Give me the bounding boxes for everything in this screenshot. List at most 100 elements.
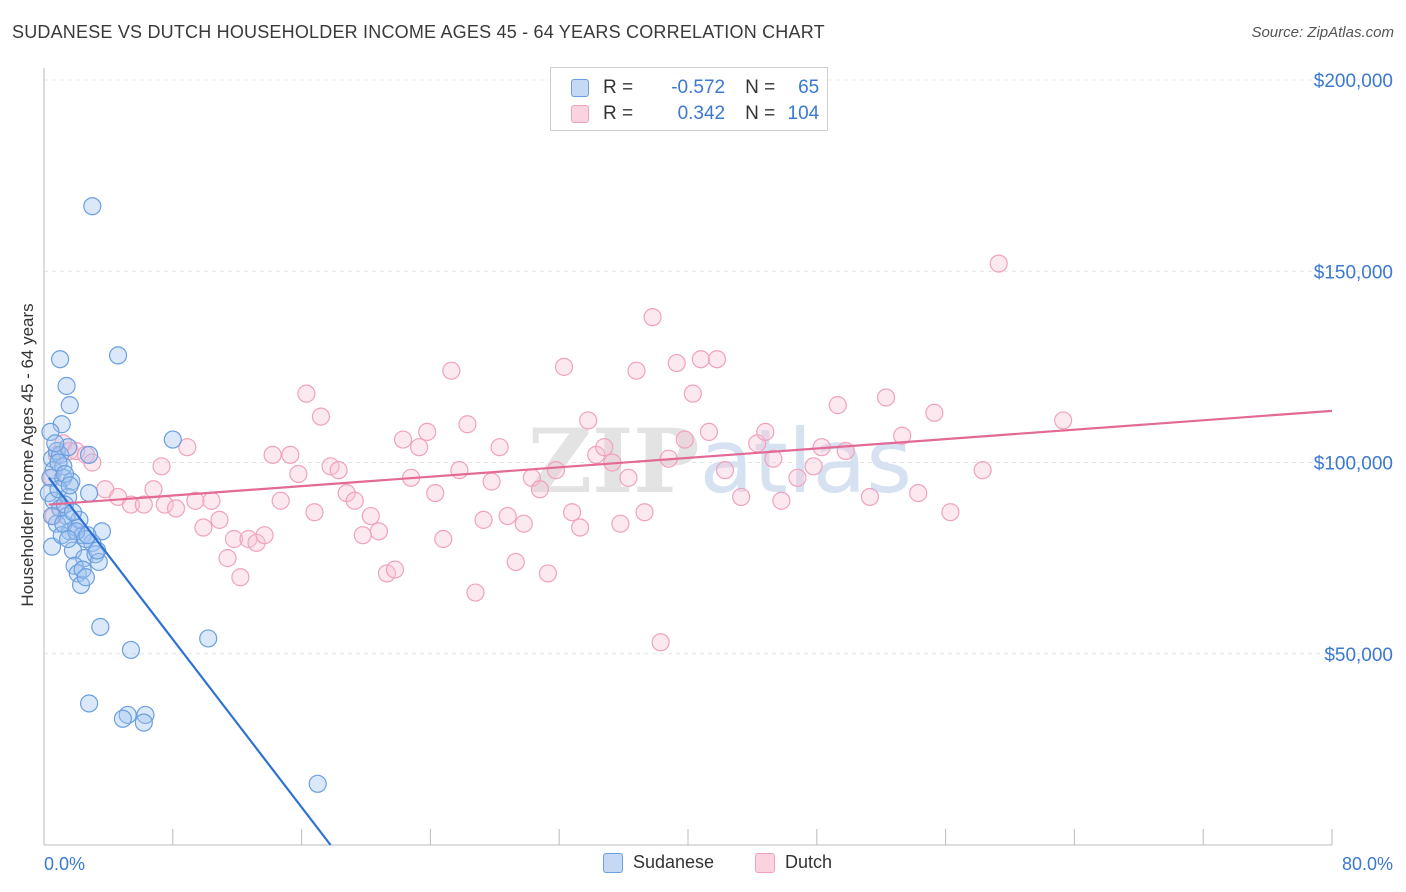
dutch-point — [860, 487, 880, 507]
dutch-point — [732, 487, 751, 507]
sudanese-point — [59, 529, 78, 549]
dutch-point — [121, 495, 141, 514]
dutch-point — [893, 426, 912, 445]
source-label: Source: ZipAtlas.com — [1251, 24, 1394, 41]
dutch-point — [595, 438, 614, 457]
dutch-point — [466, 583, 485, 602]
dutch-point — [788, 468, 807, 487]
sudanese-trend-line — [47, 477, 332, 846]
dutch-point — [514, 514, 533, 533]
dutch-point — [756, 422, 775, 441]
sudanese-point — [88, 541, 107, 560]
sudanese-point — [199, 629, 218, 648]
dutch-point — [482, 472, 501, 491]
sudanese-swatch — [571, 79, 589, 97]
dutch-point — [828, 396, 847, 415]
dutch-point — [305, 503, 324, 522]
sudanese-point — [60, 396, 79, 415]
sudanese-point — [57, 376, 76, 396]
dutch-point — [369, 522, 388, 541]
dutch-point — [635, 503, 654, 522]
dutch-point — [699, 422, 719, 441]
dutch-point — [1054, 411, 1073, 430]
dutch-point — [202, 491, 221, 510]
sudanese-point — [89, 552, 108, 572]
dutch-point — [707, 350, 727, 369]
dutch-point — [426, 484, 445, 503]
bottom-legend-sudanese: Sudanese — [603, 852, 714, 873]
dutch-point — [925, 403, 944, 422]
dutch-point — [345, 491, 364, 510]
dutch-point — [611, 514, 630, 533]
dutch-point — [490, 438, 509, 457]
sudanese-point — [163, 430, 182, 449]
y-tick-label: $100,000 — [1314, 454, 1393, 475]
dutch-point — [418, 422, 437, 441]
n-label: N = — [745, 77, 776, 98]
dutch-point — [434, 529, 453, 549]
sudanese-point — [79, 694, 99, 713]
dutch-point — [941, 503, 960, 522]
sudanese-point — [79, 445, 99, 464]
dutch-point — [474, 510, 493, 529]
sudanese-point — [50, 350, 70, 369]
dutch-point — [144, 480, 163, 499]
dutch-point — [353, 526, 372, 545]
chart-title: SUDANESE VS DUTCH HOUSEHOLDER INCOME AGE… — [12, 22, 825, 42]
dutch-point — [224, 529, 244, 549]
dutch-point — [675, 430, 694, 449]
sudanese-r-value: -0.572 — [671, 77, 726, 98]
dutch-r-value: 0.342 — [677, 103, 726, 124]
dutch-point — [194, 518, 213, 537]
dutch-point — [311, 407, 331, 426]
dutch-point — [263, 445, 282, 464]
sudanese-legend-swatch — [603, 852, 623, 873]
dutch-point — [134, 495, 153, 514]
dutch-point — [973, 461, 992, 480]
dutch-point — [498, 506, 517, 526]
sudanese-point — [41, 422, 60, 441]
dutch-point — [764, 449, 783, 468]
sudanese-n-value: 65 — [798, 77, 820, 98]
sudanese-point — [60, 476, 79, 495]
dutch-point — [255, 526, 274, 545]
dutch-point — [297, 384, 316, 403]
dutch-point — [178, 438, 197, 457]
dutch-point — [579, 411, 598, 430]
sudanese-point — [46, 434, 65, 453]
sudanese-point — [76, 568, 95, 587]
dutch-point — [538, 564, 558, 583]
sudanese-point — [83, 197, 102, 216]
dutch-point — [281, 445, 300, 464]
dutch-n-value: 104 — [787, 103, 820, 124]
dutch-point — [458, 415, 477, 434]
dutch-point — [166, 499, 186, 518]
dutch-point — [683, 384, 702, 403]
dutch-point — [909, 484, 928, 503]
dutch-point — [231, 568, 250, 587]
dutch-point — [667, 353, 686, 373]
dutch-point — [289, 464, 308, 484]
dutch-point — [546, 461, 566, 480]
dutch-trend-line — [48, 409, 1333, 506]
r-label: R = — [603, 77, 634, 98]
sudanese-point — [79, 484, 99, 503]
dutch-swatch — [571, 105, 589, 123]
sudanese-point — [308, 774, 327, 793]
dutch-point — [186, 491, 205, 510]
dutch-legend-label: Dutch — [785, 852, 833, 872]
dutch-point — [554, 357, 574, 376]
y-tick-label: $200,000 — [1314, 71, 1393, 92]
x-tick-label: 80.0% — [1342, 854, 1393, 874]
legend-row-sudanese: R = -0.572 N = 65 — [571, 75, 819, 101]
legend-row-dutch: R = 0.342 N = 104 — [571, 101, 819, 127]
dutch-point — [361, 506, 380, 526]
dutch-point — [152, 457, 171, 476]
dutch-point — [571, 518, 590, 537]
dutch-point — [627, 361, 646, 380]
watermark: ZIPatlas — [528, 409, 912, 513]
y-tick-label: $50,000 — [1324, 645, 1393, 666]
dutch-point — [218, 549, 237, 568]
sudanese-point — [134, 713, 153, 732]
dutch-point — [530, 480, 549, 499]
